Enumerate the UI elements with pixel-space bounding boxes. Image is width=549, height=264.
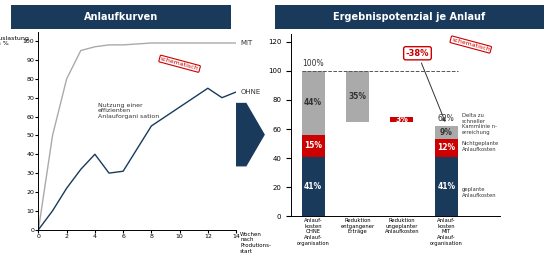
- Text: 44%: 44%: [304, 98, 322, 107]
- Text: MIT: MIT: [240, 40, 253, 46]
- Text: schematisch: schematisch: [451, 37, 490, 52]
- Text: Nichtgeplante
Anlaufkosten: Nichtgeplante Anlaufkosten: [462, 141, 499, 152]
- Text: OHNE: OHNE: [240, 89, 261, 95]
- FancyArrow shape: [236, 103, 264, 166]
- Bar: [346, 71, 369, 122]
- Text: schematisch: schematisch: [160, 56, 199, 71]
- Bar: [435, 126, 458, 139]
- Text: 35%: 35%: [349, 92, 367, 101]
- Bar: [301, 157, 324, 216]
- Text: 100%: 100%: [302, 59, 324, 68]
- Text: Wochen
nach
Produtions-
start: Wochen nach Produtions- start: [240, 232, 271, 254]
- Text: -38%: -38%: [406, 49, 445, 121]
- Text: 41%: 41%: [437, 182, 455, 191]
- Bar: [435, 139, 458, 157]
- Text: geplante
Anlaufkosten: geplante Anlaufkosten: [462, 187, 496, 198]
- Text: 41%: 41%: [304, 182, 322, 191]
- Text: 15%: 15%: [304, 141, 322, 150]
- Text: 9%: 9%: [440, 128, 453, 137]
- Bar: [301, 135, 324, 157]
- Bar: [301, 71, 324, 135]
- Text: 12%: 12%: [437, 144, 455, 153]
- Bar: [390, 117, 413, 122]
- Text: 3%: 3%: [395, 115, 408, 124]
- Text: 62%: 62%: [438, 114, 455, 123]
- Text: Anlaufkurven: Anlaufkurven: [83, 12, 158, 22]
- Text: Ergebnispotenzial je Anlauf: Ergebnispotenzial je Anlauf: [333, 12, 485, 22]
- Text: Nutzung einer
effizienten
Anlauforgani sation: Nutzung einer effizienten Anlauforgani s…: [98, 103, 159, 119]
- Text: Auslastung
in %: Auslastung in %: [0, 36, 30, 46]
- Text: Delta zu
schneller
Kammlinie n-
erreichung: Delta zu schneller Kammlinie n- erreichu…: [462, 113, 497, 135]
- Bar: [435, 157, 458, 216]
